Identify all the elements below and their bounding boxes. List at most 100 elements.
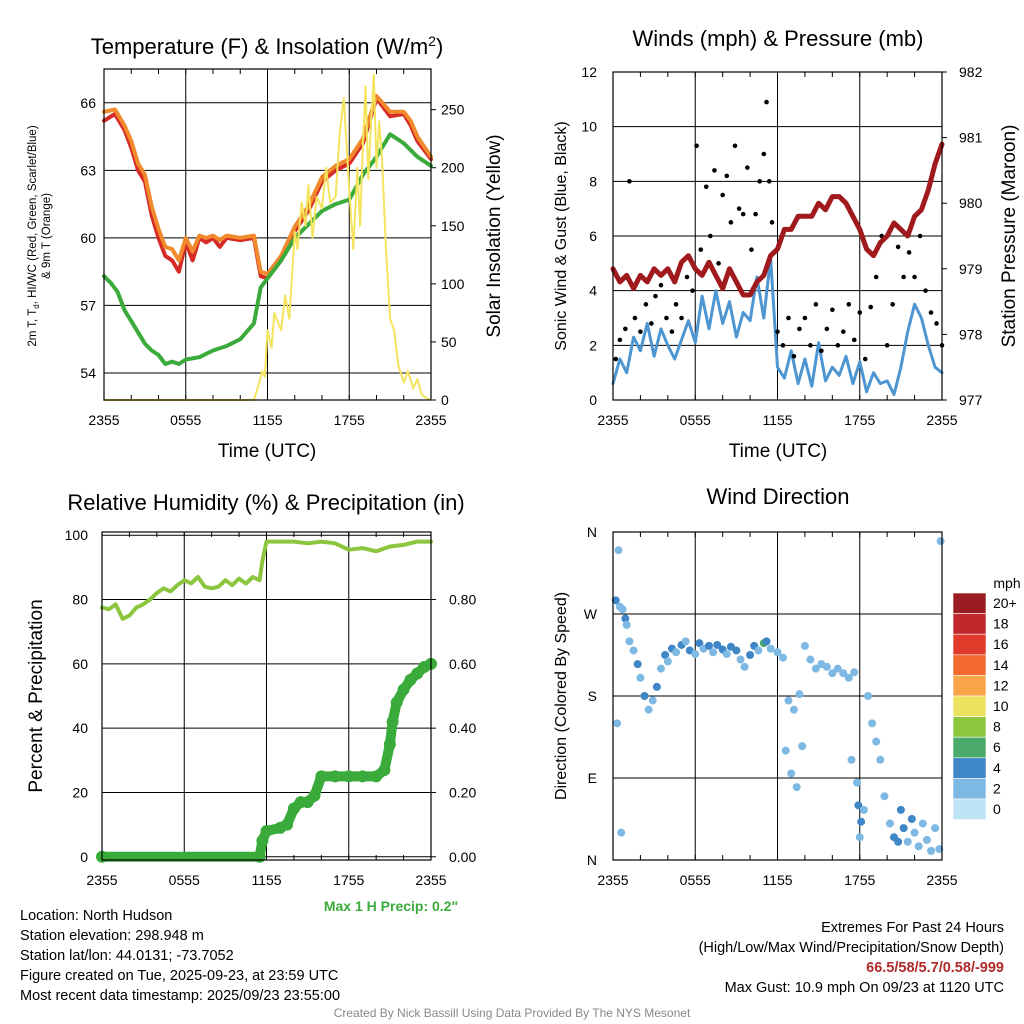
colorbar-swatch [952,695,987,717]
direction-ytick-label: N [587,852,597,868]
gust-point [643,302,649,307]
station-location: Location: North Hudson [20,908,173,924]
direction-point [811,664,820,673]
direction-point [618,605,627,614]
gust-point [664,315,669,321]
gust-point [841,329,846,334]
gust-point [724,173,730,179]
direction-point [625,637,634,646]
insolation-ytick-label: 0 [441,392,449,408]
winds-ytick-label: 6 [589,228,597,244]
gust-point [716,261,721,266]
colorbar-swatch [952,613,987,635]
extremes-title: Extremes For Past 24 Hours [821,920,1004,936]
winds-ytick-label: 12 [581,64,597,80]
direction-point [629,646,638,655]
precipitation-point [370,770,383,783]
gust-point [720,192,725,198]
gust-point [769,220,775,225]
temperature-ylabel-right: Solar Insolation (Yellow) [484,134,505,337]
direction-point [899,824,908,833]
gust-point [813,302,819,307]
winds-xlabel: Time (UTC) [729,441,828,462]
precipitation-point [308,789,321,802]
temperature-ytick-label: 57 [80,297,96,313]
max-gust: Max Gust: 10.9 mph On 09/23 at 1120 UTC [724,980,1004,996]
winds-xtick-label: 0555 [680,412,711,428]
pressure-ytick-label: 981 [959,130,983,146]
humidity-ytick-label: 40 [72,720,88,736]
temperature-title: Temperature (F) & Insolation (W/m2) [91,33,444,59]
direction-point [857,817,866,826]
direction-xtick-label: 2355 [926,872,957,888]
winds-title: Winds (mph) & Pressure (mb) [633,26,924,51]
temperature-panel: Temperature (F) & Insolation (W/m2) 54 57… [27,33,505,462]
direction-point [833,664,842,673]
gust-point [802,315,808,321]
precip-ytick-label: 0.40 [449,720,476,736]
relative-humidity-line [100,539,433,621]
insolation-ytick-label: 50 [441,334,457,350]
humidity-title: Relative Humidity (%) & Precipitation (i… [67,490,464,515]
humidity-ytick-label: 0 [80,849,88,865]
precip-ytick-label: 0.00 [449,849,476,865]
gust-point [766,179,772,184]
direction-plot-frame [612,531,943,861]
colorbar-label: 16 [993,636,1009,652]
colorbar-label: 6 [993,739,1001,755]
temperature-series-line [102,132,433,366]
direction-point [722,650,731,659]
direction-point [713,640,722,649]
precip-annotation: Max 1 H Precip: 0.2" [324,898,458,914]
insolation-ytick-label: 200 [441,160,465,176]
direction-point [885,819,894,828]
gust-point [669,329,675,334]
precipitation-point [342,770,355,783]
gust-point [712,168,717,173]
colorbar-label: 0 [993,801,1001,817]
direction-ytick-label: W [584,606,598,622]
precip-ytick-label: 0.60 [449,656,476,672]
direction-point [663,657,672,666]
direction-point [844,673,853,682]
temperature-series-line [103,73,432,401]
precipitation-point [386,715,399,728]
gust-point [895,244,901,250]
humidity-xtick-label: 2355 [415,872,446,888]
recent-timestamp: Most recent data timestamp: 2025/09/23 2… [20,988,341,1004]
direction-point [880,792,889,801]
winds-plot: 0 2 4 6 8 10 12 977 978 979 980 981 982 2355 0555 1155 1… [581,64,982,428]
pressure-line [610,141,945,298]
gust-point [627,179,632,184]
humidity-ytick-label: 80 [72,592,88,608]
direction-point [795,690,804,699]
gust-point [736,206,742,211]
precipitation-point [260,825,273,838]
direction-point [787,769,796,778]
humidity-plot-frame [101,531,432,861]
temperature-xlabel: Time (UTC) [218,441,317,462]
precipitation-point [315,770,328,783]
colorbar-swatch [952,757,987,779]
gust-point [749,247,754,252]
extremes-info: Extremes For Past 24 Hours (High/Low/Max… [699,918,1004,998]
direction-point [704,641,713,650]
gust-point [862,356,868,362]
winds-xtick-label: 1755 [844,412,875,428]
colorbar-label: 8 [993,719,1001,735]
direction-point [784,696,793,705]
winds-panel: Winds (mph) & Pressure (mb) 0 2 4 6 8 10 12 977… [553,26,1020,462]
direction-point [907,815,916,823]
colorbar-label: 2 [993,780,1001,796]
precipitation-point [281,818,294,831]
speed-colorbar: 20+ 18 16 14 12 10 8 6 4 2 0 [952,592,1017,820]
colorbar-swatch [952,736,987,759]
gust-point [923,288,928,293]
pressure-ytick-label: 978 [959,326,983,342]
direction-point [621,614,630,623]
precipitation-point [390,696,403,709]
gust-point [786,315,791,321]
gust-point [791,353,797,359]
insolation-ytick-label: 250 [441,102,465,118]
